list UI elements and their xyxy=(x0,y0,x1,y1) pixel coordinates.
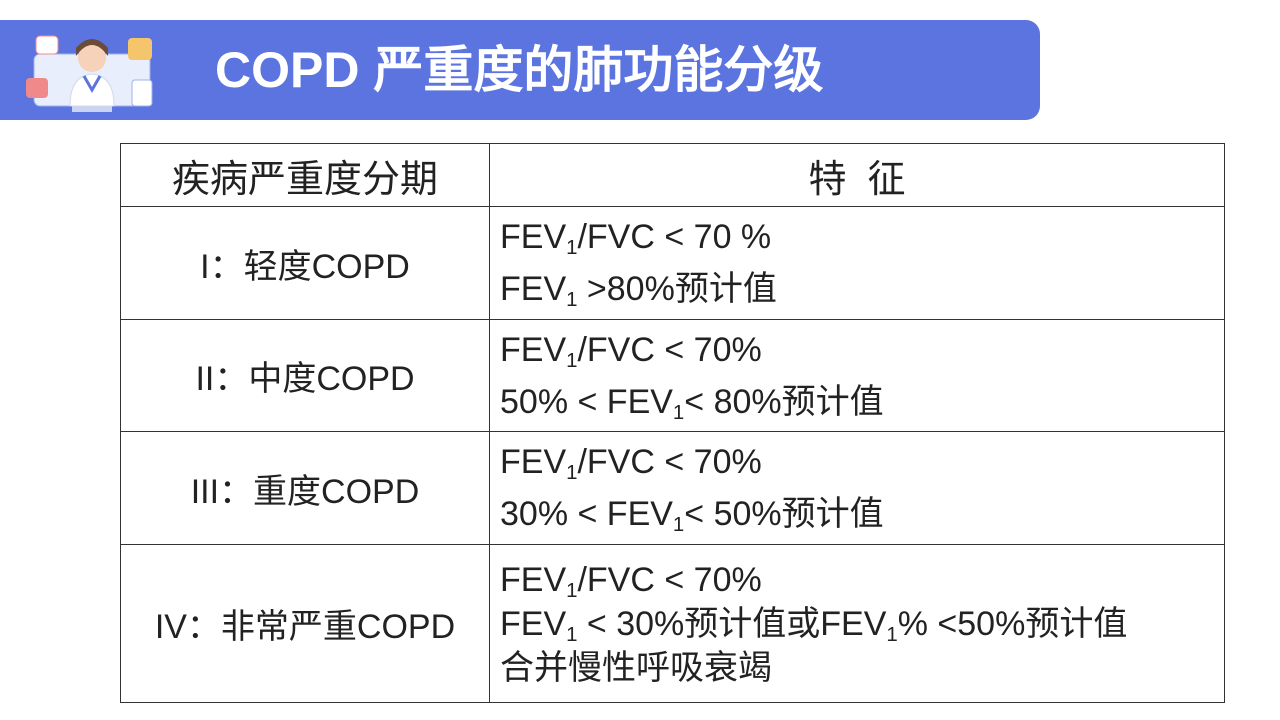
text-segment: /FVC < 70 % xyxy=(577,218,772,256)
feature-cell: FEV1/FVC < 70% 30% < FEV1< 50%预计值 xyxy=(489,431,1225,545)
text-segment: FEV xyxy=(500,443,567,481)
feature-line: FEV1/FVC < 70 % xyxy=(500,211,1224,263)
feature-line: FEV1 < 30%预计值或FEV1% <50%预计值 xyxy=(500,602,1224,646)
feature-cell: FEV1/FVC < 70% FEV1 < 30%预计值或FEV1% <50%预计… xyxy=(489,544,1225,703)
title: COPD 严重度的肺功能分级 xyxy=(215,42,824,98)
text-segment: /FVC < 70% xyxy=(577,330,762,369)
stage-cell: I：轻度COPD xyxy=(120,206,490,320)
text-segment: < 80%预计值 xyxy=(684,382,884,421)
text-segment: /FVC < 70% xyxy=(577,443,762,481)
text-segment: FEV xyxy=(500,218,567,256)
header-row: 疾病严重度分期 特 征 xyxy=(120,143,1225,207)
text-segment: FEV xyxy=(500,560,567,599)
feature-line: FEV1 >80%预计值 xyxy=(500,263,1224,315)
table-row: III：重度COPD FEV1/FVC < 70% 30% < FEV1< 50%预… xyxy=(120,431,1225,545)
text-segment: 合并慢性呼吸衰竭 xyxy=(500,648,772,687)
title-banner: COPD 严重度的肺功能分级 xyxy=(0,20,1040,120)
text-segment: < 30%预计值或FEV xyxy=(577,604,887,643)
stage-cell: II：中度COPD xyxy=(120,319,490,432)
subscript: 1 xyxy=(566,462,578,485)
column-header: 特 征 xyxy=(489,143,1225,207)
table-row: I：轻度COPD FEV1/FVC < 70 % FEV1 >80%预计值 xyxy=(120,206,1225,320)
subscript: 1 xyxy=(672,514,685,537)
feature-line: FEV1/FVC < 70% xyxy=(500,324,1224,376)
column-header: 疾病严重度分期 xyxy=(120,143,490,207)
text-segment: FEV xyxy=(500,604,567,643)
text-segment: 30% < FEV xyxy=(500,495,673,533)
text-segment: FEV xyxy=(500,330,567,369)
subscript: 1 xyxy=(566,623,578,646)
stage-cell: IV：非常严重COPD xyxy=(120,544,490,703)
grade-table: 疾病严重度分期 特 征 I：轻度COPD FEV1/FVC < 70 % FEV1 … xyxy=(120,143,1225,703)
subscript: 1 xyxy=(566,579,578,602)
text-segment: 50% < FEV xyxy=(500,382,673,421)
stage-cell: III：重度COPD xyxy=(120,431,490,545)
subscript: 1 xyxy=(566,237,578,260)
text-segment: >80%预计值 xyxy=(577,270,777,308)
subscript: 1 xyxy=(886,623,898,646)
table-body: I：轻度COPD FEV1/FVC < 70 % FEV1 >80%预计值 II：中度… xyxy=(120,206,1225,703)
text-segment: /FVC < 70% xyxy=(577,560,762,599)
subscript: 1 xyxy=(566,349,578,372)
subscript: 1 xyxy=(566,289,578,312)
feature-line: 50% < FEV1< 80%预计值 xyxy=(500,376,1224,428)
doctor-icon xyxy=(26,35,153,112)
feature-line: FEV1/FVC < 70% xyxy=(500,436,1224,488)
feature-line: FEV1/FVC < 70% xyxy=(500,558,1224,602)
text-segment: < 50%预计值 xyxy=(684,495,884,533)
subscript: 1 xyxy=(672,401,685,424)
text-segment: FEV xyxy=(500,270,567,308)
feature-cell: FEV1/FVC < 70 % FEV1 >80%预计值 xyxy=(489,206,1225,320)
feature-line: 30% < FEV1< 50%预计值 xyxy=(500,488,1224,540)
feature-cell: FEV1/FVC < 70% 50% < FEV1< 80%预计值 xyxy=(489,319,1225,432)
table-row: IV：非常严重COPD FEV1/FVC < 70% FEV1 < 30%预计值或F… xyxy=(120,544,1225,703)
table-row: II：中度COPD FEV1/FVC < 70% 50% < FEV1< 80%预计… xyxy=(120,319,1225,432)
feature-line: 合并慢性呼吸衰竭 xyxy=(500,646,1224,690)
text-segment: % <50%预计值 xyxy=(897,604,1128,643)
